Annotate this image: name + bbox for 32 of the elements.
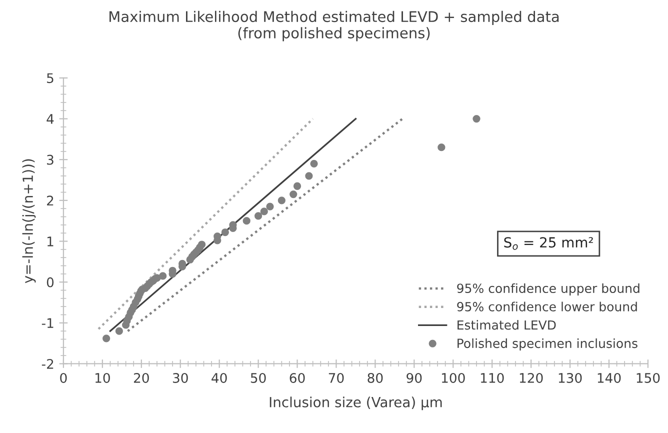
y-axis-title: y=-ln(-ln(j/(n+1))) bbox=[22, 159, 36, 284]
x-tick-label: 30 bbox=[172, 372, 188, 383]
chart-title: Maximum Likelihood Method estimated LEVD + sampled data (from polished specimens) bbox=[110, 10, 559, 42]
x-tick-label: 20 bbox=[134, 372, 149, 383]
y-tick-label: 3 bbox=[47, 154, 54, 165]
y-tick-label: 5 bbox=[47, 73, 54, 84]
y-tick-label: 2 bbox=[47, 196, 54, 206]
legend-label: Estimated LEVD bbox=[458, 320, 556, 330]
y-tick-label: -2 bbox=[42, 358, 54, 369]
x-tick-label: 130 bbox=[558, 372, 582, 383]
y-tick-label: 1 bbox=[47, 236, 54, 246]
legend-label: Polished specimen inclusions bbox=[458, 338, 638, 351]
legend-label: 95% confidence lower bound bbox=[457, 302, 637, 312]
x-tick-label: 100 bbox=[442, 372, 465, 383]
x-tick-label: 0 bbox=[60, 372, 67, 383]
x-tick-label: 10 bbox=[95, 372, 110, 383]
x-tick-label: 120 bbox=[520, 372, 543, 383]
legend-label: 95% confidence upper bound bbox=[457, 283, 640, 296]
x-tick-label: 90 bbox=[406, 372, 422, 383]
x-tick-label: 40 bbox=[212, 372, 227, 383]
x-tick-label: 110 bbox=[480, 372, 504, 383]
x-tick-label: 50 bbox=[250, 372, 266, 383]
annotation: S$_{o}$ = 25 mm² bbox=[504, 237, 593, 250]
x-tick-label: 80 bbox=[368, 372, 383, 383]
y-tick-label: 4 bbox=[46, 114, 54, 124]
x-axis-title: Inclusion size (Varea) µm bbox=[270, 396, 442, 410]
x-tick-label: 140 bbox=[598, 372, 621, 383]
x-tick-label: 150 bbox=[636, 372, 660, 383]
y-tick-label: 0 bbox=[46, 277, 54, 288]
x-tick-label: 60 bbox=[290, 372, 305, 383]
x-tick-label: 70 bbox=[328, 372, 344, 383]
y-tick-label: -1 bbox=[42, 318, 54, 328]
